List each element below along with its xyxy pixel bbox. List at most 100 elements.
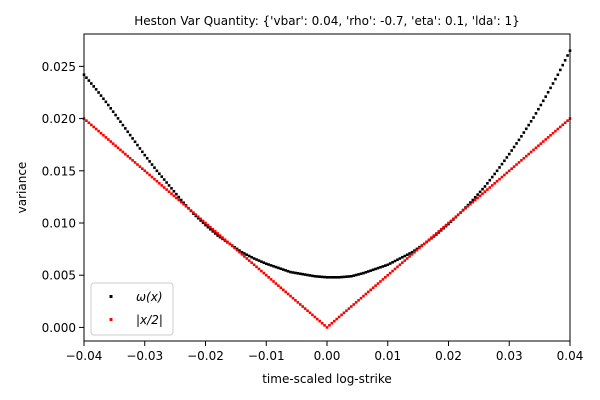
- data-point: [216, 232, 219, 235]
- legend-marker-abs-half-x: [109, 318, 113, 321]
- data-point-fill: [267, 263, 270, 266]
- data-point: [179, 198, 183, 202]
- data-point: [264, 262, 268, 266]
- y-axis-label: variance: [15, 162, 29, 214]
- data-point-fill: [367, 270, 370, 273]
- data-point-fill: [109, 140, 113, 143]
- data-point-fill: [364, 292, 368, 296]
- data-point: [556, 127, 560, 131]
- data-point-fill: [262, 261, 266, 264]
- data-point-fill: [330, 321, 334, 325]
- data-point-fill: [546, 90, 550, 94]
- data-point-fill: [527, 152, 530, 156]
- x-tick-label: 0.02: [435, 349, 462, 363]
- data-point: [532, 116, 535, 119]
- data-point-fill: [408, 252, 411, 255]
- data-point: [228, 242, 232, 246]
- data-point-fill: [476, 196, 479, 200]
- y-tick-label: 0.000: [42, 321, 76, 335]
- data-point-fill: [566, 54, 569, 57]
- data-point-fill: [111, 142, 115, 145]
- data-point-fill: [126, 130, 130, 134]
- data-point: [240, 250, 244, 254]
- data-point-fill: [517, 138, 521, 142]
- data-point-fill: [308, 274, 312, 277]
- data-point-fill: [138, 165, 142, 168]
- data-point-fill: [111, 110, 115, 113]
- data-point: [398, 263, 402, 267]
- data-point-fill: [141, 150, 144, 154]
- data-point-fill: [145, 171, 149, 175]
- data-point-fill: [522, 156, 526, 160]
- data-point: [179, 200, 183, 204]
- data-point-fill: [238, 250, 241, 254]
- data-point-fill: [357, 298, 360, 302]
- data-point-fill: [226, 240, 229, 244]
- data-point-fill: [318, 319, 322, 323]
- data-point-fill: [430, 236, 433, 239]
- data-point-fill: [527, 123, 530, 127]
- data-point-fill: [262, 271, 266, 275]
- data-point-fill: [367, 290, 370, 294]
- data-point-fill: [379, 280, 382, 283]
- data-point-fill: [218, 234, 222, 237]
- data-point-fill: [537, 107, 540, 111]
- data-point-fill: [311, 313, 314, 317]
- data-point-fill: [148, 173, 151, 177]
- data-point-fill: [515, 142, 518, 145]
- data-point-fill: [405, 253, 409, 257]
- data-point: [495, 169, 499, 173]
- data-point-fill: [306, 273, 309, 277]
- y-tick-label: 0.005: [42, 269, 76, 283]
- data-point-fill: [345, 275, 348, 278]
- data-point-fill: [243, 255, 246, 258]
- data-point-fill: [250, 261, 253, 264]
- data-point-fill: [352, 303, 356, 306]
- data-point-fill: [461, 209, 465, 212]
- data-point: [325, 326, 329, 329]
- data-point-fill: [165, 181, 168, 184]
- data-point-fill: [403, 259, 407, 262]
- data-point: [204, 221, 207, 225]
- data-point: [556, 73, 560, 77]
- data-point-fill: [233, 246, 236, 250]
- data-point-fill: [534, 112, 538, 115]
- data-point-fill: [165, 188, 168, 191]
- chart-title: Heston Var Quantity: {'vbar': 0.04, 'rho…: [134, 14, 520, 28]
- data-point-fill: [332, 276, 336, 279]
- data-point-fill: [92, 85, 96, 88]
- data-point-fill: [554, 77, 557, 81]
- data-point: [410, 253, 414, 256]
- data-point-fill: [121, 123, 125, 127]
- data-point-fill: [291, 296, 295, 300]
- data-point-fill: [524, 127, 528, 131]
- data-point-fill: [473, 196, 477, 199]
- data-point-fill: [247, 254, 251, 258]
- data-point-fill: [330, 276, 334, 279]
- data-point-fill: [340, 313, 343, 317]
- data-point-fill: [182, 201, 185, 205]
- data-point-fill: [357, 273, 360, 276]
- data-point-fill: [160, 175, 164, 178]
- data-point: [471, 198, 475, 202]
- data-point-fill: [505, 156, 509, 159]
- data-point-fill: [323, 324, 326, 327]
- data-point-fill: [116, 117, 120, 120]
- data-point-fill: [486, 188, 489, 191]
- data-point-fill: [354, 301, 358, 304]
- data-point-fill: [206, 225, 210, 229]
- data-point-fill: [296, 272, 300, 275]
- data-point-fill: [391, 260, 394, 264]
- data-point-fill: [209, 225, 212, 229]
- data-point-fill: [546, 136, 550, 139]
- x-tick-label: −0.04: [66, 349, 103, 363]
- data-point: [337, 315, 341, 319]
- data-point-fill: [150, 175, 154, 179]
- data-point-fill: [541, 140, 545, 143]
- data-point: [313, 315, 317, 319]
- data-point: [386, 273, 390, 277]
- data-point-fill: [267, 276, 270, 279]
- data-point-fill: [199, 217, 202, 221]
- data-point-fill: [87, 121, 91, 125]
